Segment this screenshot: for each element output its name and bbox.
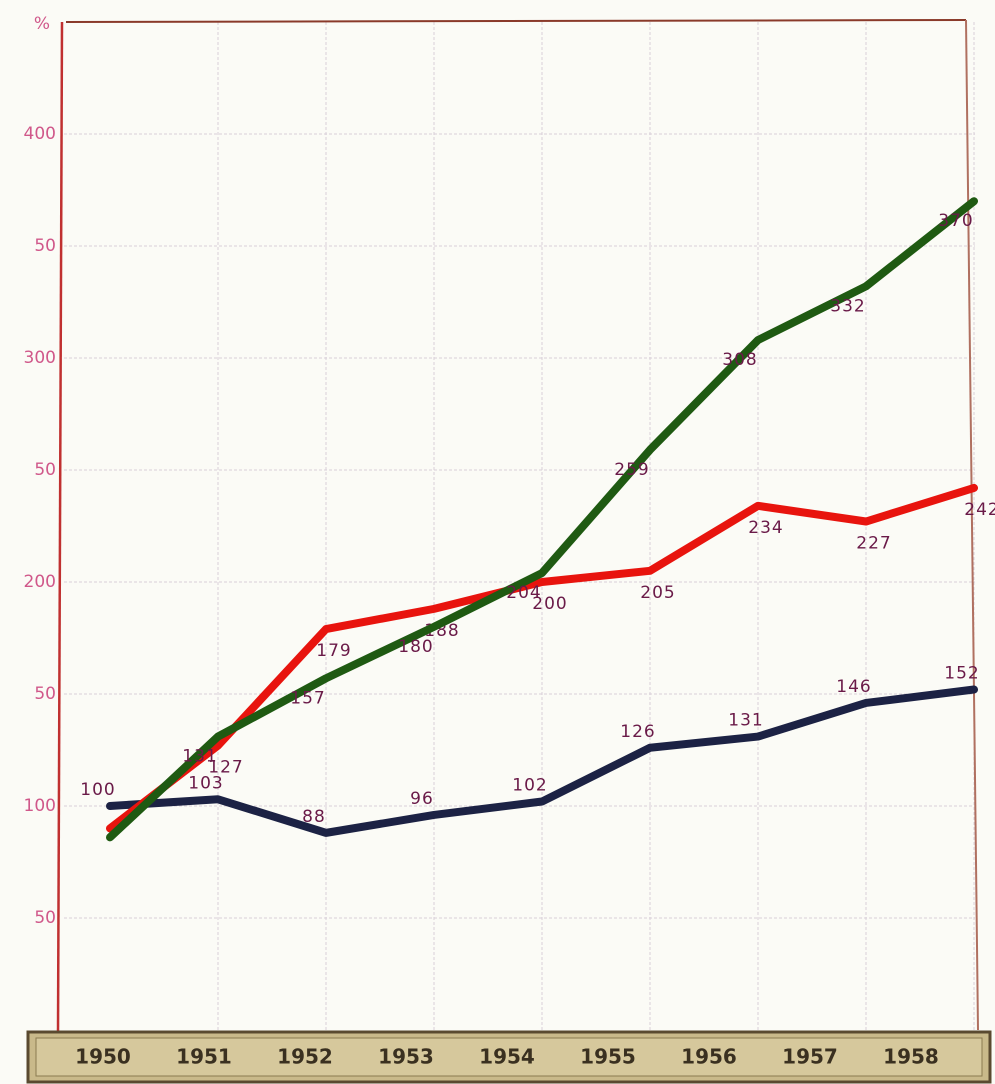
data-label: 242 — [964, 500, 995, 520]
data-label: 102 — [512, 776, 547, 796]
data-label: 332 — [830, 296, 865, 316]
data-label: 227 — [856, 534, 891, 554]
data-label: 200 — [532, 594, 567, 614]
data-label: 308 — [722, 350, 757, 370]
y-tick-label: 50 — [34, 684, 56, 704]
frame-top — [65, 19, 967, 23]
x-tick-label: 1958 — [883, 1045, 939, 1069]
series-line — [106, 685, 978, 837]
y-tick-label: 400 — [24, 124, 56, 144]
x-tick-label: 1950 — [75, 1045, 131, 1069]
data-label: 127 — [208, 758, 243, 778]
data-label: 131 — [728, 711, 763, 731]
data-label: 146 — [836, 677, 871, 697]
data-label: 180 — [398, 637, 433, 657]
y-tick-label: 50 — [34, 460, 56, 480]
x-tick-label: 1955 — [580, 1045, 636, 1069]
y-axis — [56, 21, 64, 1033]
data-label: 234 — [748, 518, 783, 538]
data-label: 179 — [316, 641, 351, 661]
data-label: 259 — [614, 460, 649, 480]
x-tick-label: 1956 — [681, 1045, 737, 1069]
data-label: 131 — [182, 747, 217, 767]
y-tick-label: 300 — [24, 348, 56, 368]
series-line — [106, 197, 978, 842]
y-axis-label: % — [34, 14, 50, 34]
data-label: 96 — [410, 789, 434, 809]
y-tick-label: 50 — [34, 236, 56, 256]
data-label: 157 — [290, 688, 325, 708]
x-tick-label: 1954 — [479, 1045, 535, 1069]
y-tick-label: 100 — [24, 796, 56, 816]
frame-right — [965, 19, 979, 1031]
data-label: 152 — [944, 664, 979, 684]
x-tick-label: 1951 — [176, 1045, 232, 1069]
y-tick-label: 50 — [34, 908, 56, 928]
y-tick-label: 200 — [24, 572, 56, 592]
data-label: 205 — [640, 583, 675, 603]
data-label: 103 — [188, 773, 223, 793]
data-label: 126 — [620, 722, 655, 742]
series-line — [106, 483, 978, 833]
year-plate-inner — [35, 1037, 983, 1077]
data-label: 370 — [938, 211, 973, 231]
x-tick-label: 1952 — [277, 1045, 333, 1069]
data-label: 100 — [80, 780, 115, 800]
data-label: 88 — [302, 807, 326, 827]
x-tick-label: 1953 — [378, 1045, 434, 1069]
data-label: 204 — [506, 583, 541, 603]
x-tick-label: 1957 — [782, 1045, 838, 1069]
